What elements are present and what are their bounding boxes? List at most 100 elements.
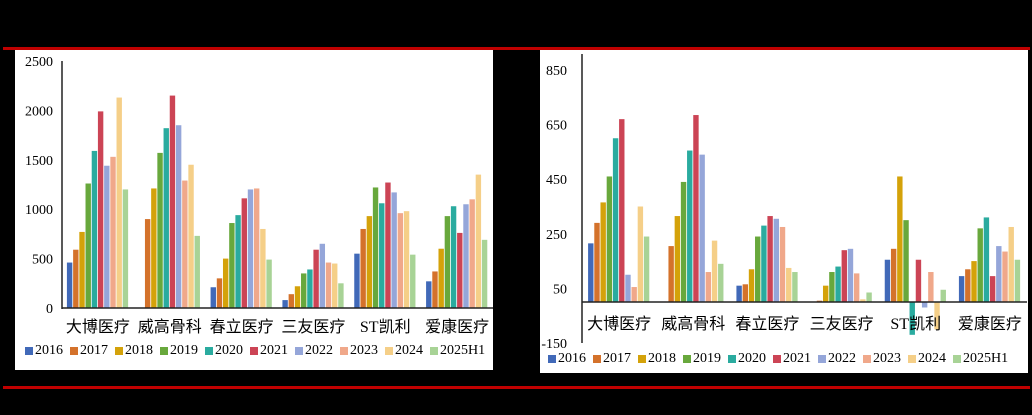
bar-2023	[325, 262, 332, 308]
bar-2017	[668, 246, 674, 303]
bar-2017	[742, 284, 749, 303]
category-label: 三友医疗	[281, 318, 345, 336]
bar-2016	[736, 285, 742, 303]
bar-2023	[253, 188, 260, 308]
bar-2018	[366, 216, 373, 308]
category-label: ST凯利	[360, 318, 411, 336]
legend-item-2021: 2021	[250, 343, 288, 359]
bar-2019	[903, 220, 909, 303]
bar-2024	[332, 263, 338, 308]
legend-swatch-icon	[205, 347, 213, 355]
bar-2018	[222, 258, 229, 308]
bar-2016	[210, 287, 216, 308]
bar-2016	[66, 262, 73, 308]
bar-2022	[625, 274, 631, 303]
legend-item-2016: 2016	[548, 351, 586, 367]
legend-label: 2022	[305, 343, 333, 358]
y-tick-label: 0	[46, 302, 53, 317]
legend-label: 2025H1	[963, 351, 1009, 366]
bar-2019	[157, 152, 163, 308]
legend-item-2020: 2020	[728, 351, 766, 367]
bar-2024	[860, 299, 866, 303]
bar-2019	[755, 236, 761, 303]
legend-item-2018: 2018	[638, 351, 676, 367]
category-label: 爱康医疗	[958, 315, 1022, 333]
legend-item-2022: 2022	[818, 351, 856, 367]
bar-2024	[403, 211, 410, 308]
bar-2017	[73, 249, 79, 308]
bar-2024	[116, 97, 122, 308]
bar-2020	[687, 150, 693, 303]
bar-2021	[915, 259, 922, 303]
legend-item-2021: 2021	[773, 351, 811, 367]
bar-2022	[921, 302, 928, 308]
bar-2020	[307, 269, 313, 308]
legend-label: 2024	[918, 351, 946, 366]
legend-label: 2016	[558, 351, 586, 366]
right-chart-legend: 2016 2017 2018 2019 2020 2021 2022 2023 2024 2025…	[548, 351, 1015, 367]
legend-swatch-icon	[818, 355, 826, 363]
bar-2016	[426, 281, 432, 308]
legend-swatch-icon	[295, 347, 303, 355]
bar-2025H1	[122, 189, 129, 308]
bar-2022	[391, 192, 397, 308]
legend-item-2018: 2018	[115, 343, 153, 359]
bar-2023	[110, 156, 116, 308]
legend-swatch-icon	[683, 355, 691, 363]
bar-2019	[301, 273, 307, 308]
legend-swatch-icon	[25, 347, 33, 355]
legend-label: 2018	[648, 351, 676, 366]
legend-item-2025H1: 2025H1	[430, 343, 485, 359]
bar-2022	[463, 204, 469, 308]
legend-swatch-icon	[115, 347, 123, 355]
bar-2023	[397, 213, 404, 308]
bar-2018	[971, 261, 977, 303]
bar-2016	[958, 276, 965, 303]
legend-swatch-icon	[908, 355, 916, 363]
bar-2019	[680, 181, 687, 303]
legend-swatch-icon	[160, 347, 168, 355]
left-chart-panel: 0 500 1000 1500 2000 2500 大博医疗 威高骨科 春立医疗 三友医疗 ST凯利…	[15, 50, 493, 370]
legend-label: 2019	[693, 351, 721, 366]
bar-2023	[779, 226, 786, 303]
legend-label: 2021	[783, 351, 811, 366]
bar-2024	[1008, 226, 1014, 303]
category-label: 威高骨科	[661, 315, 725, 333]
bar-2024	[260, 228, 266, 308]
bar-2021	[693, 115, 699, 303]
bar-2024	[786, 267, 792, 303]
category-label: ST凯利	[890, 315, 941, 333]
bar-2021	[989, 276, 996, 303]
bar-2018	[600, 202, 606, 303]
bar-2017	[360, 228, 366, 308]
bar-2020	[91, 150, 98, 308]
left-bar-chart: 0 500 1000 1500 2000 2500 大博医疗 威高骨科 春立医疗 三友医疗 ST凯利…	[25, 55, 493, 336]
bar-2024	[188, 164, 194, 308]
legend-swatch-icon	[863, 355, 871, 363]
y-tick-label: 650	[546, 119, 567, 134]
bar-2018	[897, 176, 903, 303]
category-label: 爱康医疗	[425, 318, 489, 336]
bar-2023	[1002, 251, 1008, 303]
legend-swatch-icon	[728, 355, 736, 363]
y-tick-label: 2000	[25, 104, 53, 119]
bar-2025H1	[940, 289, 946, 303]
legend-swatch-icon	[953, 355, 961, 363]
bar-2021	[241, 198, 247, 308]
bar-2019	[229, 223, 235, 308]
legend-swatch-icon	[385, 347, 393, 355]
bar-2025H1	[410, 254, 416, 308]
bar-2020	[761, 225, 767, 303]
legend-label: 2020	[738, 351, 766, 366]
bar-2020	[983, 217, 990, 303]
legend-item-2017: 2017	[593, 351, 631, 367]
legend-swatch-icon	[250, 347, 258, 355]
legend-label: 2023	[873, 351, 901, 366]
right-chart-panel: -150 50 250 450 650 850 大博医疗 威高骨科 春立医疗 三友医疗 ST凯利 爱康…	[540, 50, 1028, 373]
category-label: 威高骨科	[138, 318, 202, 336]
legend-item-2016: 2016	[25, 343, 63, 359]
bar-2024	[475, 174, 482, 308]
bar-2022	[847, 248, 854, 303]
y-tick-label: 50	[553, 282, 567, 297]
bar-2017	[890, 248, 897, 303]
